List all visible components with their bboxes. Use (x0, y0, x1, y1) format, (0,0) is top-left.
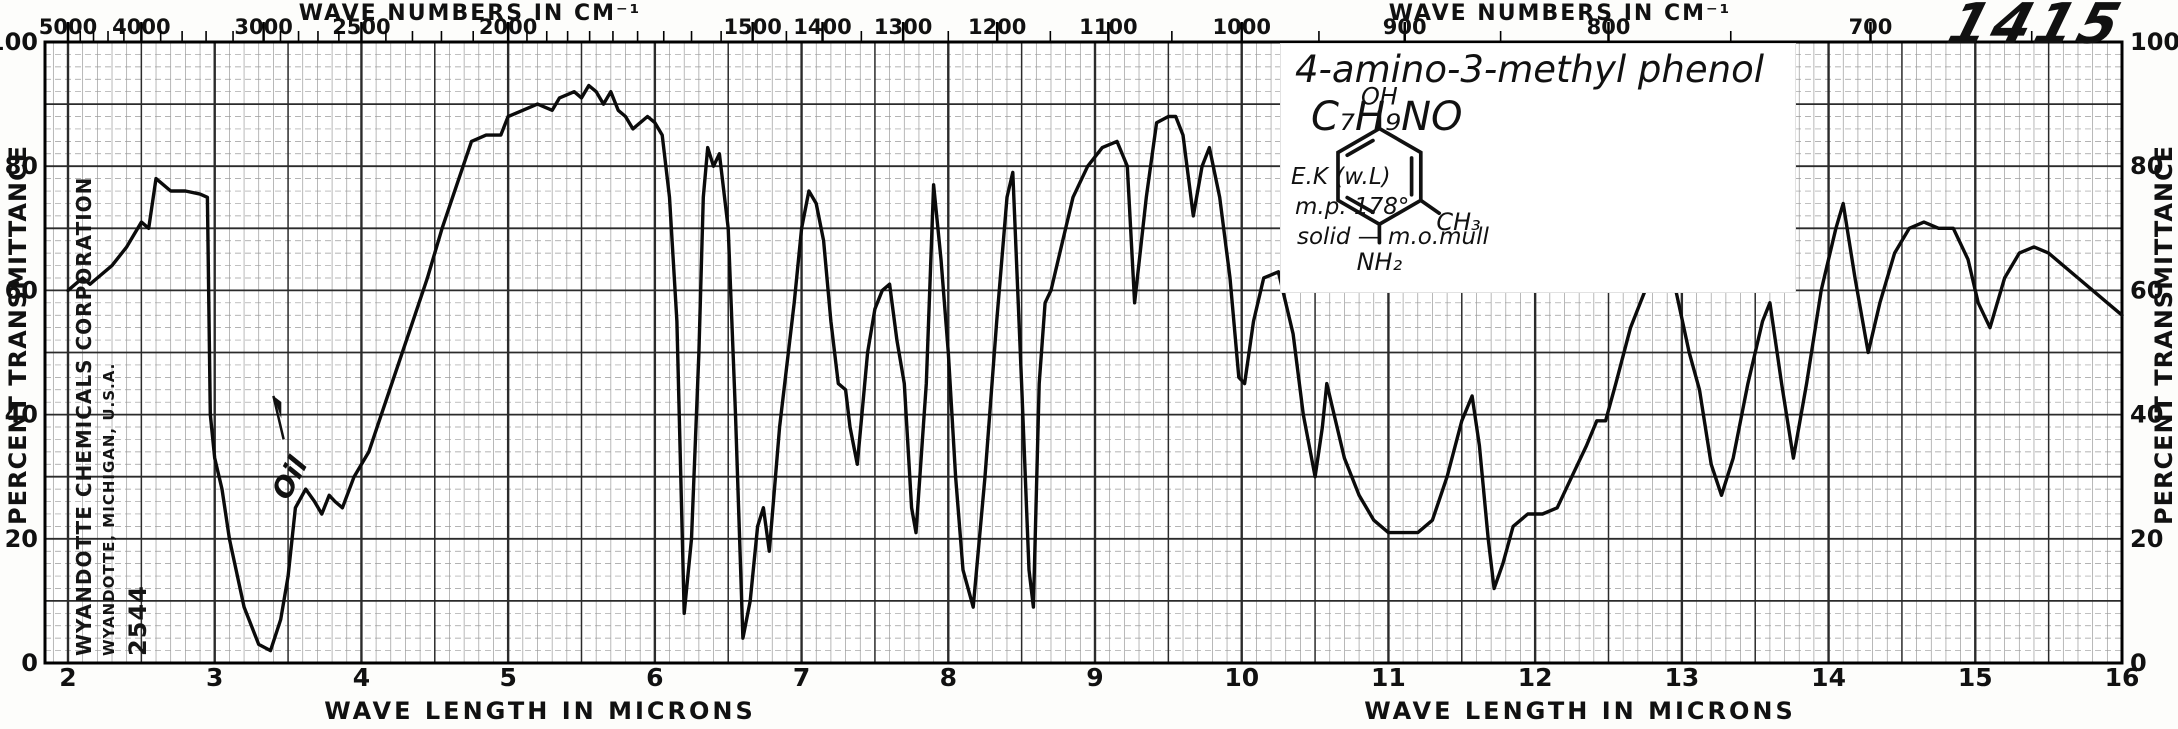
top-axis-title-right: WAVE NUMBERS IN CM⁻¹ (1388, 1, 1732, 26)
micron-tick-label: 6 (646, 663, 663, 692)
stamp-company-name: WYANDOTTE CHEMICALS CORPORATION (72, 176, 96, 656)
transmittance-tick-label-right: 80 (2130, 152, 2163, 180)
wavenumber-tick-label: 1100 (1079, 15, 1137, 39)
structure-oh-label: OH (1361, 83, 1398, 111)
structure-nh2-label: NH₂ (1357, 248, 1403, 276)
micron-tick-label: 14 (1811, 663, 1846, 692)
wavenumber-tick-label: 1500 (723, 15, 781, 39)
compound-name: 4-amino-3-methyl phenol (1295, 48, 1764, 91)
wavenumber-tick-label: 5000 (39, 15, 97, 39)
micron-tick-label: 4 (353, 663, 370, 692)
plot-border (43, 40, 2124, 665)
wavenumber-tick-label: 1000 (1212, 15, 1270, 39)
micron-tick-label: 3 (206, 663, 223, 692)
transmittance-tick-label-right: 0 (2130, 649, 2147, 677)
micron-tick-label: 5 (499, 663, 516, 692)
oil-note-arrow (273, 395, 282, 419)
transmittance-tick-label-right: 60 (2130, 276, 2163, 304)
wavenumber-tick-label: 4000 (112, 15, 170, 39)
stamp-company-address: WYANDOTTE, MICHIGAN, U.S.A. (100, 362, 118, 656)
y-axis-title-left: PERCENT TRANSMITTANCE (4, 145, 32, 525)
sample-preparation: solid — m.o.mull (1297, 224, 1489, 250)
transmittance-tick-label-right: 100 (2130, 28, 2178, 56)
micron-tick-label: 16 (2105, 663, 2140, 692)
wavenumber-tick-label: 700 (1849, 15, 1893, 39)
transmittance-tick-label-left: 100 (0, 28, 38, 56)
micron-tick-label: 11 (1371, 663, 1406, 692)
bottom-axis-title-left: WAVE LENGTH IN MICRONS (324, 697, 756, 725)
wavenumber-tick-label: 3000 (234, 15, 292, 39)
transmittance-tick-label-left: 40 (5, 401, 38, 429)
y-axis-title-right: PERCENT TRANSMITTANCE (2150, 145, 2178, 525)
catalog-number: 1415 (1940, 0, 2132, 57)
spectrum-trace (66, 83, 2124, 653)
analyst-note: E.K (w.L) (1291, 164, 1391, 190)
wavenumber-tick-label: 1200 (968, 15, 1026, 39)
wavenumber-tick-label: 1300 (874, 15, 932, 39)
transmittance-tick-label-right: 40 (2130, 401, 2163, 429)
transmittance-tick-label-left: 0 (21, 649, 38, 677)
wavenumber-tick-label: 900 (1383, 15, 1427, 39)
annotation-card: 4-amino-3-methyl phenol C₇H₉NO E.K (w.L)… (1281, 44, 1795, 292)
micron-tick-label: 12 (1518, 663, 1553, 692)
micron-tick-label: 15 (1958, 663, 1993, 692)
transmittance-tick-label-right: 20 (2130, 525, 2163, 553)
stamp-serial-number: 2544 (124, 585, 152, 656)
wavenumber-tick-label: 2500 (332, 15, 390, 39)
transmittance-tick-label-left: 20 (5, 525, 38, 553)
transmittance-tick-label-left: 80 (5, 152, 38, 180)
micron-tick-label: 7 (793, 663, 810, 692)
micron-tick-label: 9 (1086, 663, 1103, 692)
bottom-axis-title-right: WAVE LENGTH IN MICRONS (1364, 697, 1796, 725)
micron-tick-label: 13 (1664, 663, 1699, 692)
micron-tick-label: 10 (1224, 663, 1259, 692)
transmittance-tick-label-left: 60 (5, 276, 38, 304)
micron-tick-label: 2 (59, 663, 76, 692)
structure-ch3-label: CH₃ (1436, 208, 1480, 236)
structure-drawing: OH CH₃ NH₂ (1336, 83, 1481, 276)
wavenumber-tick-label: 800 (1587, 15, 1631, 39)
top-axis-title-left: WAVE NUMBERS IN CM⁻¹ (298, 1, 642, 26)
micron-tick-label: 8 (940, 663, 957, 692)
wavenumber-tick-label: 1400 (793, 15, 851, 39)
